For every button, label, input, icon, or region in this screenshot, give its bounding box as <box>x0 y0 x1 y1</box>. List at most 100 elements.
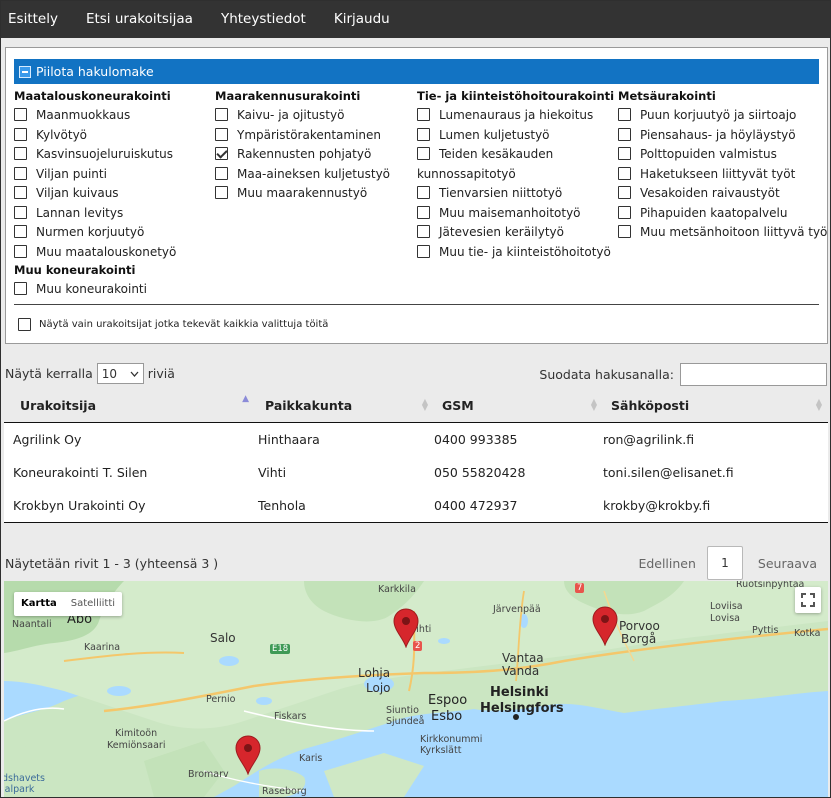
checkbox-box[interactable] <box>215 127 228 141</box>
checkbox-muu-maarakennustyo[interactable]: Muu maarakennustyö <box>215 184 415 204</box>
checkbox-box-checked[interactable] <box>215 147 228 160</box>
checkbox-muu-tie-kiinteistohoitotyo[interactable]: Muu tie- ja kiinteistöhoitotyö <box>417 243 615 263</box>
map-label: Vanda <box>502 664 540 678</box>
checkbox-muu-koneurakointi[interactable]: Muu koneurakointi <box>14 280 214 300</box>
column-header-paikkakunta[interactable]: Paikkakunta ▲ ▼ <box>257 389 434 423</box>
checkbox-box[interactable] <box>417 244 430 258</box>
page-length-prefix: Näytä kerralla <box>5 366 93 381</box>
checkbox-box[interactable] <box>417 108 430 121</box>
pagination-previous[interactable]: Edellinen <box>638 555 696 571</box>
checkbox-polttopuiden-valmistus[interactable]: Polttopuiden valmistus <box>618 145 828 165</box>
map-marker-icon[interactable] <box>393 608 419 648</box>
pagination-next[interactable]: Seuraava <box>757 555 817 571</box>
checkbox-maa-aineksen-kuljetustyo[interactable]: Maa-aineksen kuljetustyö <box>215 165 415 185</box>
map-type-kartta-button[interactable]: Kartta <box>21 598 57 609</box>
map-label: Fiskars <box>274 711 307 722</box>
checkbox-box[interactable] <box>618 166 631 180</box>
checkbox-box[interactable] <box>618 225 631 238</box>
checkbox-box[interactable] <box>417 205 430 219</box>
sort-ascending-icon: ▲ <box>242 394 249 404</box>
checkbox-kylvotyo[interactable]: Kylvötyö <box>14 126 214 146</box>
map-label: Karkkila <box>378 584 416 595</box>
checkbox-rakennusten-pohjatyo[interactable]: Rakennusten pohjatyö <box>215 145 415 165</box>
checkbox-box[interactable] <box>618 205 631 219</box>
checkbox-box[interactable] <box>14 225 27 238</box>
checkbox-teiden-kesakauden[interactable]: Teiden kesäkauden kunnossapitotyö <box>417 145 557 184</box>
map-label: Borgå <box>621 632 657 646</box>
checkbox-box[interactable] <box>14 127 27 141</box>
page-length-select[interactable]: 10 <box>96 363 144 384</box>
nav-kirjaudu[interactable]: Kirjaudu <box>333 11 390 27</box>
checkbox-box[interactable] <box>618 147 631 160</box>
toggle-search-form-button[interactable]: Piilota hakulomake <box>14 59 819 84</box>
checkbox-box[interactable] <box>618 108 631 121</box>
pagination-current-page[interactable]: 1 <box>706 546 743 580</box>
checkbox-kaivu-ojitustyo[interactable]: Kaivu- ja ojitustyö <box>215 106 415 126</box>
checkbox-viljan-puinti[interactable]: Viljan puinti <box>14 165 214 185</box>
checkbox-tienvarsien-niittotyo[interactable]: Tienvarsien niittotyö <box>417 184 615 204</box>
checkbox-ymparistorakentaminen[interactable]: Ympäristörakentaminen <box>215 126 415 146</box>
checkbox-box[interactable] <box>215 166 228 180</box>
table-row[interactable]: Krokbyn Urakointi Oy Tenhola 0400 472937… <box>4 489 828 523</box>
checkbox-label: Pihapuiden kaatopalvelu <box>640 205 788 220</box>
checkbox-box[interactable] <box>215 186 228 199</box>
checkbox-box[interactable] <box>618 186 631 199</box>
checkbox-vesakoiden-raivaustyot[interactable]: Vesakoiden raivaustyöt <box>618 184 828 204</box>
checkbox-nurmen-korjuutyo[interactable]: Nurmen korjuutyö <box>14 223 214 243</box>
checkbox-kasvinsuojeluruiskutus[interactable]: Kasvinsuojeluruiskutus <box>14 145 214 165</box>
checkbox-box[interactable] <box>14 244 27 258</box>
checkbox-label: Viljan kuivaus <box>36 186 119 200</box>
checkbox-piensahaus[interactable]: Piensahaus- ja höyläystyö <box>618 126 828 146</box>
map-marker-icon[interactable] <box>235 735 261 775</box>
checkbox-muu-maisemanhoitotyo[interactable]: Muu maisemanhoitotyö <box>417 204 615 224</box>
checkbox-box[interactable] <box>417 225 430 238</box>
checkbox-viljan-kuivaus[interactable]: Viljan kuivaus <box>14 184 214 204</box>
checkbox-muu-metsanhoito[interactable]: Muu metsänhoitoon liittyvä työ <box>618 223 828 243</box>
pagination-info: Näytetään rivit 1 - 3 (yhteensä 3 ) <box>5 556 219 571</box>
checkbox-box[interactable] <box>14 282 27 295</box>
search-form: Piilota hakulomake Maatalouskoneurakoint… <box>5 47 828 344</box>
checkbox-box[interactable] <box>417 147 430 160</box>
column-header-urakoitsija[interactable]: Urakoitsija ▲ <box>4 389 257 423</box>
checkbox-lannan-levitys[interactable]: Lannan levitys <box>14 204 214 224</box>
map-label: Helsinki <box>490 685 549 700</box>
category-title: Maatalouskoneurakointi <box>14 89 171 103</box>
table-row[interactable]: Agrilink Oy Hinthaara 0400 993385 ron@ag… <box>4 422 828 456</box>
checkbox-haketukseen-liittyvat[interactable]: Haketukseen liittyvät työt <box>618 165 828 185</box>
map-type-satelliitti-button[interactable]: Satelliitti <box>70 598 116 609</box>
nav-esittely[interactable]: Esittely <box>8 11 58 27</box>
checkbox-box[interactable] <box>417 186 430 199</box>
map-label: Loviisa <box>710 601 743 612</box>
checkbox-box[interactable] <box>14 147 27 160</box>
column-header-sahkoposti[interactable]: Sähköposti ▲ ▼ <box>603 389 828 423</box>
category-column-metsa: Metsäurakointi Puun korjuutyö ja siirtoa… <box>618 88 828 243</box>
results-table: Urakoitsija ▲ Paikkakunta ▲ ▼ GSM ▲ ▼ Sähköpo… <box>4 389 828 523</box>
filter-input[interactable] <box>680 363 827 386</box>
nav-etsi-urakoitsijaa[interactable]: Etsi urakoitsijaa <box>85 11 193 27</box>
checkbox-box[interactable] <box>14 205 27 219</box>
nav-yhteystiedot[interactable]: Yhteystiedot <box>220 11 306 27</box>
checkbox-puun-korjuutyo[interactable]: Puun korjuutyö ja siirtoajo <box>618 106 828 126</box>
checkbox-box[interactable] <box>14 186 27 199</box>
checkbox-only-all-selected[interactable]: Näytä vain urakoitsijat jotka tekevät ka… <box>18 318 328 331</box>
cell-urakoitsija: Koneurakointi T. Silen <box>4 455 257 489</box>
checkbox-lumen-kuljetustyo[interactable]: Lumen kuljetustyö <box>417 126 615 146</box>
checkbox-pihapuiden-kaatopalvelu[interactable]: Pihapuiden kaatopalvelu <box>618 204 828 224</box>
checkbox-box[interactable] <box>14 108 27 121</box>
checkbox-box[interactable] <box>14 166 27 180</box>
checkbox-lumenauraus[interactable]: Lumenauraus ja hiekoitus <box>417 106 615 126</box>
column-header-gsm[interactable]: GSM ▲ ▼ <box>434 389 603 423</box>
checkbox-label: Kasvinsuojeluruiskutus <box>36 147 174 161</box>
checkbox-muu-maatalouskonetyo[interactable]: Muu maatalouskonetyö <box>14 243 214 263</box>
checkbox-maanmuokkaus[interactable]: Maanmuokkaus <box>14 106 214 126</box>
map-label: dshavets <box>4 773 45 784</box>
checkbox-jatevesien-kerailytyo[interactable]: Jätevesien keräilytyö <box>417 223 615 243</box>
checkbox-box[interactable] <box>417 127 430 141</box>
fullscreen-button[interactable] <box>795 587 821 613</box>
checkbox-box[interactable] <box>618 127 631 141</box>
checkbox-box[interactable] <box>215 108 228 121</box>
checkbox-box[interactable] <box>18 318 31 331</box>
map-marker-icon[interactable] <box>592 606 618 646</box>
map[interactable]: Karkkila Järvenpää Åbo Naantali Kaarina … <box>4 581 828 797</box>
table-row[interactable]: Koneurakointi T. Silen Vihti 050 5582042… <box>4 455 828 489</box>
